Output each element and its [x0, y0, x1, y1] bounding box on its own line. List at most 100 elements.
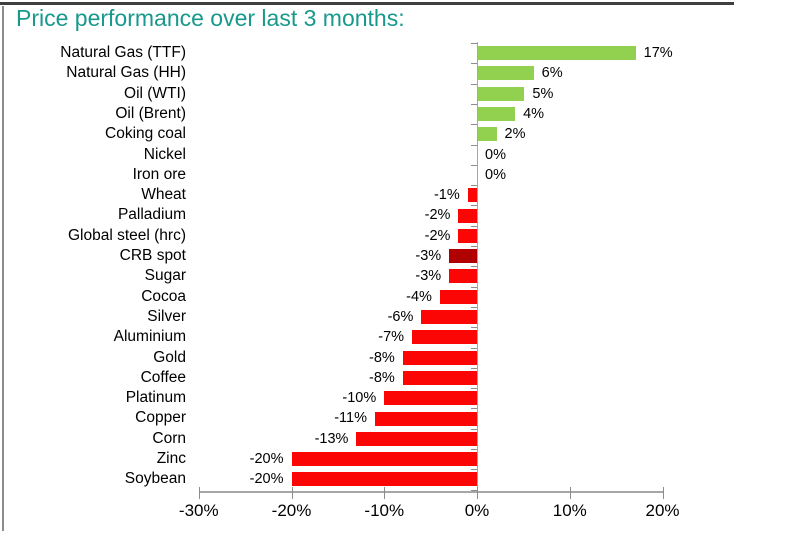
value-label: -3% [415, 268, 442, 285]
value-label: -4% [406, 288, 432, 305]
chart-title: Price performance over last 3 months: [16, 5, 405, 31]
value-axis-tick [291, 487, 293, 499]
value-axis-tick [477, 487, 478, 499]
category-axis-tick [471, 286, 477, 288]
value-label: -20% [249, 471, 284, 488]
category-label: Iron ore [132, 165, 186, 183]
category-label: Aluminium [113, 328, 186, 346]
value-label: 6% [541, 65, 563, 82]
category-label: Coking coal [105, 125, 186, 143]
value-axis-tick [662, 487, 664, 499]
category-axis-tick [471, 185, 477, 187]
value-label: -3% [415, 248, 442, 264]
value-label: -2% [424, 227, 451, 244]
category-label: Corn [152, 429, 186, 447]
bar-oil-wti- [478, 86, 525, 101]
bar-oil-brent- [478, 107, 516, 122]
category-axis-tick [471, 306, 477, 308]
value-axis-tick-label: -20% [271, 501, 312, 520]
category-axis-tick [471, 367, 477, 369]
value-label: -7% [378, 329, 405, 346]
value-label: 0% [485, 166, 506, 183]
bar-zinc [291, 452, 477, 467]
bar-crb-spot [449, 249, 477, 264]
value-label: -6% [387, 308, 414, 325]
value-label: -11% [334, 410, 367, 427]
value-label: -10% [342, 390, 377, 407]
value-axis-line [198, 491, 663, 493]
top-divider-line [0, 2, 734, 5]
category-label: Zinc [156, 450, 186, 467]
bar-global-steel-hrc- [458, 228, 477, 243]
value-label: 2% [504, 126, 526, 143]
category-axis-tick [471, 43, 477, 44]
value-label: 4% [523, 105, 545, 122]
value-label: -20% [249, 451, 284, 467]
bar-wheat [467, 188, 477, 203]
value-label: -2% [424, 207, 451, 224]
bar-natural-gas-hh- [478, 66, 534, 81]
category-axis-tick [471, 347, 477, 349]
bar-sugar [449, 269, 477, 284]
bar-coking-coal [478, 127, 497, 142]
category-label: Oil (WTI) [124, 84, 186, 102]
value-axis-tick [569, 487, 571, 499]
category-label: Wheat [141, 186, 186, 204]
category-axis-tick [471, 124, 477, 126]
category-axis-tick [471, 164, 477, 166]
category-axis-tick [471, 489, 477, 491]
value-label: -1% [433, 187, 460, 204]
value-axis-tick-label: 0% [464, 501, 490, 520]
bar-aluminium [412, 330, 477, 345]
category-axis-tick [471, 63, 477, 65]
category-label: Nickel [143, 145, 186, 163]
category-axis-tick [471, 225, 477, 227]
category-label: Cocoa [141, 287, 186, 305]
bar-silver [421, 310, 477, 325]
bar-natural-gas-ttf- [478, 46, 636, 61]
category-axis-tick [471, 266, 477, 268]
value-label: -13% [314, 430, 349, 447]
bar-copper [374, 411, 477, 426]
category-axis-tick [471, 144, 477, 146]
category-axis-tick [471, 388, 477, 390]
category-label: Gold [153, 348, 186, 366]
category-axis-line [476, 42, 478, 491]
bar-platinum [384, 391, 477, 406]
category-axis-tick [471, 103, 477, 105]
value-axis-tick-label: 10% [552, 501, 587, 520]
category-label: Coffee [140, 368, 186, 386]
category-axis-tick [471, 408, 477, 410]
value-label: 5% [532, 85, 554, 102]
category-label: CRB spot [119, 247, 186, 264]
value-axis-tick-label: -30% [178, 501, 219, 520]
category-label: Palladium [117, 206, 186, 224]
category-label: Platinum [125, 389, 186, 407]
bar-palladium [458, 208, 477, 223]
value-label: -8% [369, 349, 395, 366]
category-axis-tick [471, 205, 477, 207]
bar-corn [356, 431, 477, 446]
value-axis-tick-label: 20% [645, 501, 680, 520]
category-axis-tick [471, 246, 477, 247]
category-label: Natural Gas (HH) [66, 64, 186, 82]
value-label: 0% [485, 146, 506, 163]
category-axis-tick [471, 83, 477, 85]
category-label: Copper [135, 409, 186, 427]
category-label: Silver [147, 307, 186, 325]
bar-coffee [402, 370, 477, 385]
value-axis-tick-label: -10% [364, 501, 405, 520]
value-label: -8% [369, 369, 395, 386]
category-axis-tick [471, 428, 477, 430]
category-axis-tick [471, 327, 477, 329]
category-axis-tick [471, 469, 477, 471]
bar-cocoa [439, 289, 477, 304]
category-label: Natural Gas (TTF) [60, 44, 186, 61]
category-axis-tick [471, 449, 477, 450]
category-label: Global steel (hrc) [67, 226, 186, 244]
category-label: Oil (Brent) [115, 104, 186, 122]
value-axis-tick [384, 487, 386, 499]
bar-gold [402, 350, 477, 365]
value-axis-tick [198, 487, 200, 499]
